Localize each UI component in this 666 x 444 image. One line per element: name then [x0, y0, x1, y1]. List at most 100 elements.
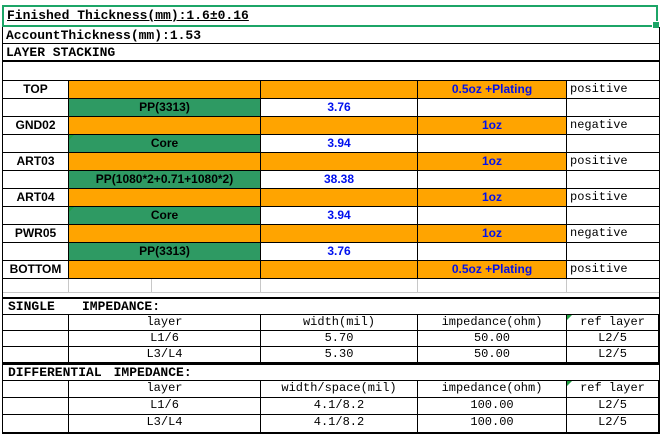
column-header-cell[interactable]: width/space(mil): [261, 381, 418, 398]
thickness-value-cell[interactable]: 3.94: [261, 135, 418, 153]
empty-gridline-row[interactable]: [3, 279, 659, 293]
layer-label-cell[interactable]: ART03: [3, 153, 69, 171]
copper-fill-cell[interactable]: [69, 117, 261, 135]
thickness-value-cell[interactable]: 3.76: [261, 99, 418, 117]
impedance-section-title[interactable]: DIFFERENTIAL IMPEDANCE:: [3, 365, 659, 381]
impedance-data-cell[interactable]: L1/6: [69, 331, 261, 347]
impedance-data-cell[interactable]: 4.1/8.2: [261, 415, 418, 432]
polarity-cell[interactable]: positive: [567, 261, 659, 279]
copper-fill-cell[interactable]: [69, 225, 261, 243]
copper-fill-cell[interactable]: [261, 225, 418, 243]
single-impedance-table: SINGLE IMPEDANCE: layer width(mil) impedance…: [3, 297, 659, 363]
copper-fill-cell[interactable]: [261, 261, 418, 279]
spacer-cell[interactable]: [418, 135, 567, 153]
layer-stacking-header[interactable]: LAYER STACKING: [3, 45, 659, 62]
column-header-cell[interactable]: ref layer: [567, 381, 659, 398]
impedance-data-cell[interactable]: L2/5: [567, 398, 659, 415]
spacer-cell[interactable]: [567, 207, 659, 225]
spacer-cell[interactable]: [3, 135, 69, 153]
copper-weight-cell[interactable]: 1oz: [418, 153, 567, 171]
row-spacer-cell[interactable]: [3, 415, 69, 432]
copper-fill-cell[interactable]: [261, 153, 418, 171]
layer-label-cell[interactable]: PWR05: [3, 225, 69, 243]
copper-weight-cell[interactable]: 0.5oz +Plating: [418, 81, 567, 99]
spacer-cell[interactable]: [418, 243, 567, 261]
material-cell[interactable]: Core: [69, 135, 261, 153]
polarity-cell[interactable]: positive: [567, 81, 659, 99]
column-header-cell[interactable]: width(mil): [261, 315, 418, 331]
material-cell[interactable]: PP(1080*2+0.71+1080*2): [69, 171, 261, 189]
impedance-data-cell[interactable]: L2/5: [567, 347, 659, 363]
spacer-cell[interactable]: [418, 99, 567, 117]
impedance-data-cell[interactable]: L2/5: [567, 415, 659, 432]
copper-weight-cell[interactable]: 1oz: [418, 117, 567, 135]
spacer-cell[interactable]: [3, 171, 69, 189]
spacer-cell[interactable]: [3, 207, 69, 225]
impedance-data-cell[interactable]: 50.00: [418, 331, 567, 347]
polarity-cell[interactable]: positive: [567, 189, 659, 207]
selection-handle[interactable]: [652, 21, 660, 29]
copper-fill-cell[interactable]: [261, 117, 418, 135]
copper-fill-cell[interactable]: [261, 81, 418, 99]
header-spacer-cell[interactable]: [3, 381, 69, 398]
layer-label-cell[interactable]: ART04: [3, 189, 69, 207]
spacer-cell[interactable]: [567, 99, 659, 117]
impedance-data-cell[interactable]: 50.00: [418, 347, 567, 363]
thickness-value-cell[interactable]: 38.38: [261, 171, 418, 189]
copper-fill-cell[interactable]: [69, 261, 261, 279]
copper-fill-cell[interactable]: [261, 189, 418, 207]
spacer-cell[interactable]: [567, 171, 659, 189]
row-spacer-cell[interactable]: [3, 347, 69, 363]
polarity-cell[interactable]: positive: [567, 153, 659, 171]
impedance-data-cell[interactable]: L3/L4: [69, 415, 261, 432]
impedance-data-cell[interactable]: 4.1/8.2: [261, 398, 418, 415]
spacer-cell[interactable]: [3, 99, 69, 117]
section-title-prefix: DIFFERENTIAL: [8, 365, 102, 380]
section-title-label: IMPEDANCE:: [113, 365, 192, 380]
copper-fill-cell[interactable]: [69, 189, 261, 207]
column-header-cell[interactable]: layer: [69, 315, 261, 331]
layer-label-cell[interactable]: GND02: [3, 117, 69, 135]
polarity-cell[interactable]: negative: [567, 225, 659, 243]
layer-label-cell[interactable]: TOP: [3, 81, 69, 99]
material-cell[interactable]: PP(3313): [69, 99, 261, 117]
impedance-data-cell[interactable]: 5.70: [261, 331, 418, 347]
thickness-value-cell[interactable]: 3.94: [261, 207, 418, 225]
selection-box[interactable]: Finished Thickness(mm):1.6±0.16: [2, 5, 660, 29]
column-header-cell[interactable]: layer: [69, 381, 261, 398]
impedance-section-title[interactable]: SINGLE IMPEDANCE:: [3, 299, 659, 315]
column-header-cell[interactable]: impedance(ohm): [418, 315, 567, 331]
sheet-region: AccountThickness(mm):1.53 LAYER STACKING…: [2, 27, 660, 434]
impedance-data-cell[interactable]: 100.00: [418, 415, 567, 432]
layer-stacking-table: TOP 0.5oz +Plating positive PP(3313) 3.76 GND…: [3, 80, 659, 279]
copper-weight-cell[interactable]: 1oz: [418, 225, 567, 243]
spacer-cell[interactable]: [3, 243, 69, 261]
spacer-cell[interactable]: [567, 243, 659, 261]
impedance-data-cell[interactable]: L3/L4: [69, 347, 261, 363]
section-title-prefix: SINGLE: [8, 299, 55, 314]
polarity-cell[interactable]: negative: [567, 117, 659, 135]
impedance-data-cell[interactable]: L2/5: [567, 331, 659, 347]
material-cell[interactable]: PP(3313): [69, 243, 261, 261]
impedance-data-cell[interactable]: L1/6: [69, 398, 261, 415]
copper-fill-cell[interactable]: [69, 153, 261, 171]
copper-fill-cell[interactable]: [69, 81, 261, 99]
row-spacer-cell[interactable]: [3, 331, 69, 347]
impedance-data-cell[interactable]: 5.30: [261, 347, 418, 363]
copper-weight-cell[interactable]: 0.5oz +Plating: [418, 261, 567, 279]
column-header-cell[interactable]: ref layer: [567, 315, 659, 331]
row-spacer-cell[interactable]: [3, 398, 69, 415]
thickness-value-cell[interactable]: 3.76: [261, 243, 418, 261]
copper-weight-cell[interactable]: 1oz: [418, 189, 567, 207]
finished-thickness-cell[interactable]: Finished Thickness(mm):1.6±0.16: [7, 8, 249, 23]
spacer-cell[interactable]: [567, 135, 659, 153]
account-thickness-cell[interactable]: AccountThickness(mm):1.53: [3, 27, 659, 44]
spacer-cell[interactable]: [418, 171, 567, 189]
header-spacer-cell[interactable]: [3, 315, 69, 331]
column-header-cell[interactable]: impedance(ohm): [418, 381, 567, 398]
layer-label-cell[interactable]: BOTTOM: [3, 261, 69, 279]
material-cell[interactable]: Core: [69, 207, 261, 225]
spacer-cell[interactable]: [418, 207, 567, 225]
impedance-data-cell[interactable]: 100.00: [418, 398, 567, 415]
